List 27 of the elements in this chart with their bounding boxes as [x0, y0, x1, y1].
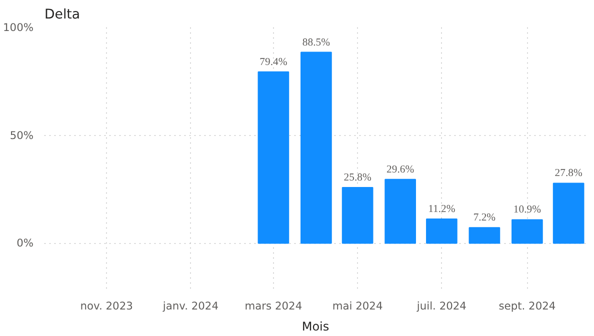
bar: [384, 178, 416, 244]
data-label: 79.4%: [260, 56, 288, 68]
bar: [468, 227, 500, 244]
x-tick-label: janv. 2024: [162, 300, 219, 312]
data-label: 7.2%: [473, 212, 496, 224]
x-tick-label: mai 2024: [332, 300, 383, 312]
data-label: 27.8%: [554, 168, 582, 180]
bar: [258, 71, 290, 244]
bar: [552, 182, 584, 244]
y-tick-label: 100%: [3, 21, 34, 34]
y-tick-label: 50%: [10, 128, 34, 142]
bar: [342, 187, 374, 244]
bar: [512, 219, 543, 244]
data-label: 10.9%: [513, 204, 542, 216]
bar: [300, 52, 332, 244]
x-tick-label: sept. 2024: [498, 300, 556, 312]
y-tick-label: 0%: [16, 236, 34, 250]
x-tick-label: juil. 2024: [416, 300, 467, 312]
data-label: 11.2%: [428, 204, 456, 216]
bar: [426, 218, 458, 244]
x-axis-title: Mois: [302, 320, 330, 334]
x-tick-label: mars 2024: [244, 300, 302, 312]
x-tick-label: nov. 2023: [80, 300, 133, 312]
chart-title: Delta: [44, 8, 80, 22]
data-label: 29.6%: [386, 164, 414, 176]
data-label: 88.5%: [302, 37, 330, 48]
data-label: 25.8%: [344, 172, 372, 184]
